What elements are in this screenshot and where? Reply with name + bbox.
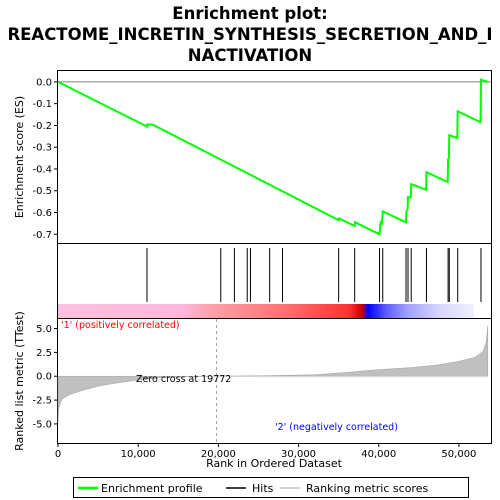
- metric-y-tick-label: 5.0: [36, 324, 52, 335]
- es-y-tick-label: -0.1: [32, 99, 52, 110]
- x-ticks: 0 10,000 20,000 30,000 40,000 50,000: [55, 443, 476, 460]
- es-y-tick-label: -0.3: [32, 143, 52, 154]
- legend-profile-label: Enrichment profile: [101, 482, 203, 495]
- es-y-axis-label: Enrichment score (ES): [13, 96, 26, 218]
- zero-cross-label: Zero cross at 19772: [136, 374, 231, 385]
- rank-heat-bar: [58, 304, 474, 318]
- x-tick-label: 50,000: [441, 449, 476, 460]
- metric-y-axis-label: Ranked list metric (TTest): [13, 311, 26, 451]
- es-y-tick-label: -0.2: [32, 121, 52, 132]
- ranking-metric-area: [57, 325, 489, 423]
- metric-y-tick-label: -5.0: [32, 419, 52, 430]
- hit-lines: [146, 248, 482, 302]
- es-panel-frame: [57, 70, 492, 244]
- metric-y-ticks: 5.0 2.5 0.0 -2.5 -5.0: [32, 324, 58, 430]
- legend-box: [73, 477, 469, 498]
- x-tick-label: 0: [55, 449, 61, 460]
- es-y-tick-label: 0.0: [36, 77, 52, 88]
- chart-title-line1: Enrichment plot:: [172, 4, 327, 23]
- positive-correlation-label: '1' (positively correlated): [61, 320, 180, 331]
- x-tick-label: 20,000: [201, 449, 236, 460]
- es-y-tick-label: -0.6: [32, 208, 52, 219]
- metric-panel-frame: [57, 318, 492, 444]
- es-y-tick-label: -0.4: [32, 164, 52, 175]
- metric-y-tick-label: 0.0: [36, 372, 52, 383]
- legend-metric-label: Ranking metric scores: [306, 482, 428, 495]
- es-y-tick-label: -0.5: [32, 186, 52, 197]
- metric-y-tick-label: -2.5: [32, 396, 52, 407]
- chart-title-line3: NACTIVATION: [188, 46, 312, 65]
- legend-hits-label: Hits: [252, 482, 274, 495]
- enrichment-profile-line: [57, 78, 489, 236]
- x-tick-label: 10,000: [121, 449, 156, 460]
- x-tick-label: 40,000: [361, 449, 396, 460]
- metric-y-tick-label: 2.5: [36, 348, 52, 359]
- chart-title-line2: REACTOME_INCRETIN_SYNTHESIS_SECRETION_AN…: [7, 25, 492, 44]
- x-axis-label: Rank in Ordered Dataset: [206, 457, 343, 470]
- es-y-ticks: 0.0 -0.1 -0.2 -0.3 -0.4 -0.5 -0.6 -0.7: [32, 77, 58, 241]
- x-tick-label: 30,000: [281, 449, 316, 460]
- es-y-tick-label: -0.7: [32, 230, 52, 241]
- negative-correlation-label: '2' (negatively correlated): [275, 422, 398, 433]
